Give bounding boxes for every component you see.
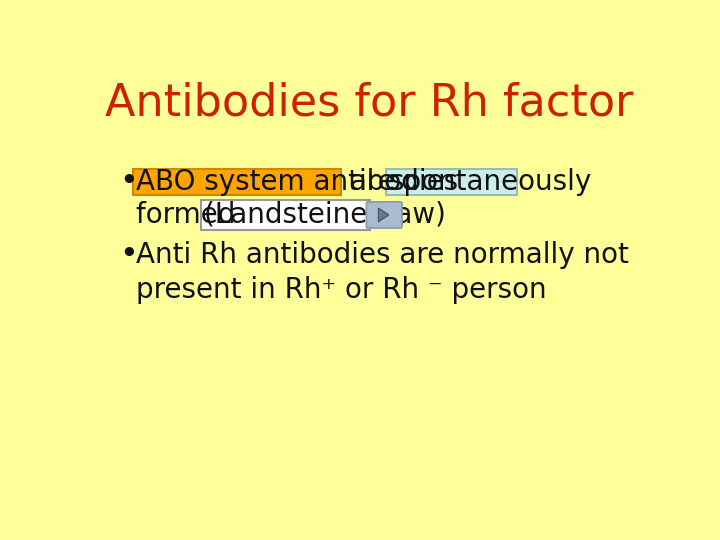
Text: are: are xyxy=(341,168,404,196)
Text: Antibodies for Rh factor: Antibodies for Rh factor xyxy=(104,82,634,125)
FancyBboxPatch shape xyxy=(201,200,370,230)
Text: ABO system antibodies: ABO system antibodies xyxy=(137,168,459,196)
Text: Anti Rh antibodies are normally not: Anti Rh antibodies are normally not xyxy=(137,241,629,269)
Text: •: • xyxy=(120,166,138,197)
Text: spontaneously: spontaneously xyxy=(390,168,592,196)
FancyBboxPatch shape xyxy=(387,168,518,195)
Text: (Landsteiner law): (Landsteiner law) xyxy=(204,201,446,229)
Polygon shape xyxy=(379,208,389,222)
FancyBboxPatch shape xyxy=(133,168,341,195)
FancyBboxPatch shape xyxy=(366,202,402,228)
Text: •: • xyxy=(120,240,138,271)
Text: formed: formed xyxy=(137,201,245,229)
Text: present in Rh⁺ or Rh ⁻ person: present in Rh⁺ or Rh ⁻ person xyxy=(137,275,547,303)
